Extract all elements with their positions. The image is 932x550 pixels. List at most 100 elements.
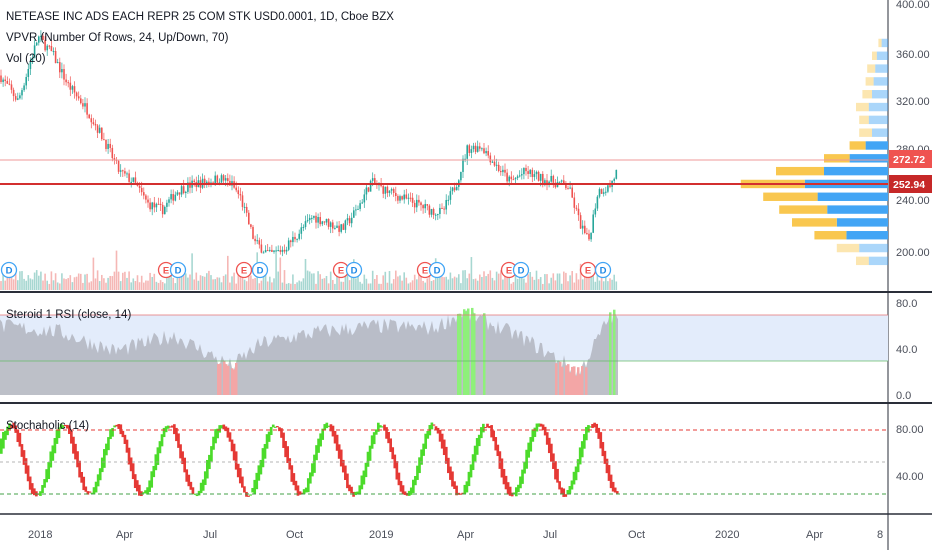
candle-body (592, 214, 594, 233)
volume-bar (38, 275, 40, 290)
stoch-ribbon-segment (601, 442, 605, 457)
candle-body (277, 250, 279, 252)
candle-body (374, 178, 376, 184)
volume-bar (546, 274, 548, 290)
stoch-ribbon-segment (113, 425, 116, 428)
volume-bar (185, 273, 187, 290)
stoch-ribbon-segment (253, 479, 257, 495)
rsi-oversold-bar (219, 363, 222, 395)
candle-body (109, 143, 111, 148)
candle-body (308, 217, 311, 221)
price-axis[interactable]: 400.00 360.00 320.00 280.00 240.00 200.0… (896, 0, 930, 259)
candle-body (537, 171, 540, 181)
stoch-legend[interactable]: Stochaholic (14) (6, 420, 89, 432)
stoch-ribbon-segment (418, 457, 421, 474)
candle-body (212, 182, 214, 184)
candle-body (558, 181, 561, 183)
stoch-ribbon-segment (249, 494, 252, 496)
candle-body (586, 233, 588, 235)
dividend-marker[interactable]: D (345, 261, 363, 279)
event-marker-label: E (506, 266, 512, 277)
stoch-ribbon-segment (18, 432, 22, 447)
volume-bar (321, 278, 324, 290)
volume-bar (48, 283, 51, 290)
stoch-ribbon-segment (160, 434, 164, 447)
stoch-ribbon-segment (529, 437, 533, 452)
earnings-marker[interactable]: E (235, 261, 253, 279)
candle-body (550, 175, 552, 182)
stoch-ribbon-segment (459, 493, 463, 495)
stoch-ribbon-segment (323, 424, 327, 431)
rsi-legend[interactable]: Steroid 1 RSI (close, 14) (6, 309, 131, 321)
candle-body (529, 169, 531, 174)
dividend-marker[interactable]: D (512, 261, 530, 279)
rsi-overbought-bar (457, 313, 460, 395)
price-tick: 400.00 (896, 0, 930, 11)
price-tick: 240.00 (896, 195, 930, 207)
candle-body (88, 114, 90, 119)
volume-bar (533, 279, 536, 290)
stoch-ribbon-segment (84, 486, 88, 492)
vpvr-legend[interactable]: VPVR (Number Of Rows, 24, Up/Down, 70) (6, 32, 229, 44)
volume-bar (569, 275, 571, 290)
volume-bar (304, 258, 307, 290)
volume-bar (539, 277, 542, 290)
dividend-marker[interactable]: D (169, 261, 187, 279)
stoch-ribbon-segment (150, 471, 154, 488)
time-axis[interactable]: 2018 Apr Jul Oct 2019 Apr Jul Oct 2020 A… (28, 529, 883, 541)
stoch-ribbon-segment (449, 466, 452, 480)
stoch-tick: 40.00 (896, 471, 924, 483)
candle-body (420, 202, 422, 206)
stoch-ribbon-segment (216, 428, 219, 439)
candle-body (46, 45, 48, 51)
earnings-marker[interactable]: E (416, 261, 434, 279)
event-marker-label: D (257, 266, 264, 277)
symbol-title[interactable]: NETEASE INC ADS EACH REPR 25 COM STK USD… (6, 11, 394, 23)
stoch-ribbon-segment (607, 465, 611, 481)
candle-body (296, 238, 298, 240)
earnings-marker[interactable]: E (579, 261, 597, 279)
candle-body (445, 200, 447, 210)
volume-bar (107, 277, 109, 290)
time-label: 2020 (715, 529, 739, 541)
volume-bar (252, 278, 254, 290)
stoch-ribbon-segment (372, 432, 376, 445)
candle-body (596, 196, 599, 209)
candle-body (506, 172, 508, 182)
event-marker-circle (169, 261, 187, 279)
volume-bar (111, 276, 114, 290)
stoch-axis[interactable]: 80.00 40.00 (896, 424, 924, 483)
candle-body (468, 145, 471, 153)
stoch-ribbon-segment (135, 480, 139, 492)
candle-body (470, 149, 473, 153)
time-label: Oct (628, 529, 645, 541)
stoch-ribbon-segment (177, 433, 180, 448)
rsi-oversold-bar (565, 365, 568, 395)
dividend-marker[interactable]: D (594, 261, 612, 279)
volume-bar (224, 274, 227, 290)
dividend-marker[interactable]: D (251, 261, 269, 279)
volume-bar (12, 279, 15, 290)
stoch-ribbon-segment (558, 481, 561, 490)
volume-bar (527, 274, 529, 290)
dividend-marker[interactable]: D (428, 261, 446, 279)
dividend-marker[interactable]: D (0, 261, 18, 279)
volume-bar (367, 283, 370, 290)
candle-body (382, 186, 384, 194)
volume-legend[interactable]: Vol (20) (6, 53, 46, 65)
stoch-ribbon-segment (356, 491, 360, 495)
candle-body (168, 199, 170, 203)
stoch-ribbon-segment (407, 490, 411, 496)
time-label: Jul (203, 529, 217, 541)
rsi-axis[interactable]: 80.0 40.0 0.0 (896, 298, 917, 402)
candle-body (483, 148, 485, 154)
stoch-ribbon-segment (453, 481, 456, 489)
volume-bar (575, 273, 578, 290)
candle-body (491, 161, 494, 163)
volume-bar (248, 276, 250, 290)
stoch-ribbon-segment (556, 468, 559, 483)
volume-bar (510, 283, 513, 290)
volume-bar (65, 279, 67, 290)
